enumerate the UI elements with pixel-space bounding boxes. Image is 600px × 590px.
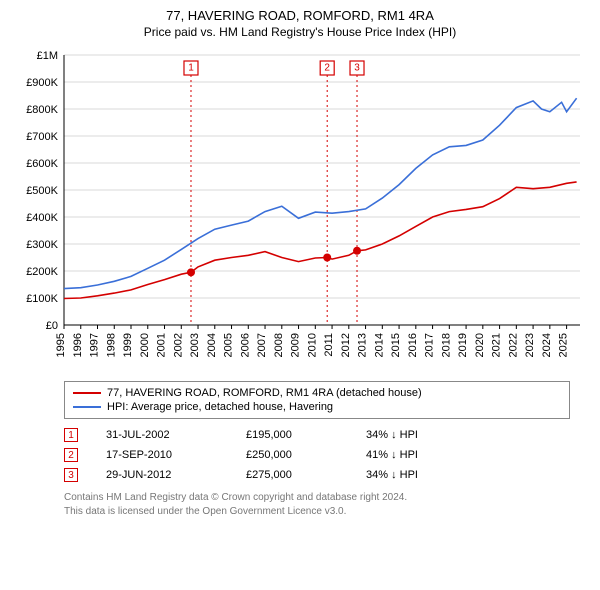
event-row-number: 2 [64,448,78,462]
chart-subtitle: Price paid vs. HM Land Registry's House … [10,25,590,39]
legend-label: 77, HAVERING ROAD, ROMFORD, RM1 4RA (det… [107,387,422,399]
footer-line-2: This data is licensed under the Open Gov… [64,505,570,519]
y-tick-label: £500K [26,185,58,197]
x-tick-label: 2014 [373,333,385,357]
x-tick-label: 2019 [457,333,469,357]
event-dot [323,254,331,262]
x-tick-label: 1999 [122,333,134,357]
x-tick-label: 2022 [507,333,519,357]
legend: 77, HAVERING ROAD, ROMFORD, RM1 4RA (det… [64,381,570,419]
event-price: £275,000 [246,469,366,481]
footer-text: Contains HM Land Registry data © Crown c… [64,491,570,518]
chart-title: 77, HAVERING ROAD, ROMFORD, RM1 4RA [10,8,590,23]
x-tick-label: 1996 [72,333,84,357]
x-tick-label: 1998 [105,333,117,357]
x-tick-label: 2020 [474,333,486,357]
x-tick-label: 2015 [390,333,402,357]
series-hpi [64,98,577,288]
events-table: 131-JUL-2002£195,00034% ↓ HPI217-SEP-201… [64,425,570,485]
y-tick-label: £0 [46,320,58,332]
event-marker-number: 3 [354,63,360,74]
y-tick-label: £800K [26,104,58,116]
x-tick-label: 2010 [306,333,318,357]
event-price: £250,000 [246,449,366,461]
event-date: 31-JUL-2002 [106,429,246,441]
event-row: 3 29-JUN-2012£275,00034% ↓ HPI [64,465,570,485]
event-diff: 41% ↓ HPI [366,449,418,461]
legend-swatch [73,392,101,394]
footer-line-1: Contains HM Land Registry data © Crown c… [64,491,570,505]
y-tick-label: £600K [26,158,58,170]
x-tick-label: 2008 [273,333,285,357]
event-diff: 34% ↓ HPI [366,469,418,481]
x-tick-label: 2001 [156,333,168,357]
chart-svg: £0 £100K £200K £300K £400K £500K £600K £700K £80… [10,45,590,375]
legend-row: HPI: Average price, detached house, Have… [73,400,561,414]
x-tick-label: 2000 [139,333,151,357]
y-tick-label: £900K [26,77,58,89]
event-diff: 34% ↓ HPI [366,429,418,441]
x-tick-label: 2011 [323,333,335,357]
x-tick-label: 2003 [189,333,201,357]
x-tick-label: 2018 [440,333,452,357]
x-tick-label: 2023 [524,333,536,357]
event-marker-number: 2 [324,63,330,74]
event-row: 1 31-JUL-2002£195,00034% ↓ HPI [64,425,570,445]
x-tick-label: 2006 [239,333,251,357]
legend-row: 77, HAVERING ROAD, ROMFORD, RM1 4RA (det… [73,386,561,400]
x-tick-label: 1997 [89,333,101,357]
x-tick-label: 2002 [172,333,184,357]
x-tick-label: 2021 [491,333,503,357]
legend-label: HPI: Average price, detached house, Have… [107,401,333,413]
y-tick-label: £300K [26,239,58,251]
event-date: 29-JUN-2012 [106,469,246,481]
event-dot [187,268,195,276]
x-tick-label: 2017 [424,333,436,357]
title-block: 77, HAVERING ROAD, ROMFORD, RM1 4RA Pric… [10,8,590,39]
chart-area: £0 £100K £200K £300K £400K £500K £600K £700K £80… [10,45,590,375]
event-price: £195,000 [246,429,366,441]
legend-swatch [73,406,101,408]
y-tick-label: £200K [26,266,58,278]
x-tick-label: 1995 [55,333,67,357]
x-tick-label: 2016 [407,333,419,357]
x-tick-label: 2025 [558,333,570,357]
y-tick-label: £100K [26,293,58,305]
series-property [64,182,577,299]
event-row-number: 3 [64,468,78,482]
x-tick-label: 2013 [357,333,369,357]
y-tick-label: £700K [26,131,58,143]
x-tick-label: 2004 [206,333,218,357]
x-tick-label: 2007 [256,333,268,357]
x-tick-label: 2024 [541,333,553,357]
y-tick-label: £400K [26,212,58,224]
y-tick-label: £1M [37,50,58,62]
x-tick-label: 2005 [223,333,235,357]
event-row-number: 1 [64,428,78,442]
x-tick-label: 2012 [340,333,352,357]
event-marker-number: 1 [188,63,194,74]
event-row: 2 17-SEP-2010£250,00041% ↓ HPI [64,445,570,465]
x-tick-label: 2009 [290,333,302,357]
chart-container: 77, HAVERING ROAD, ROMFORD, RM1 4RA Pric… [0,0,600,528]
event-dot [353,247,361,255]
event-date: 17-SEP-2010 [106,449,246,461]
